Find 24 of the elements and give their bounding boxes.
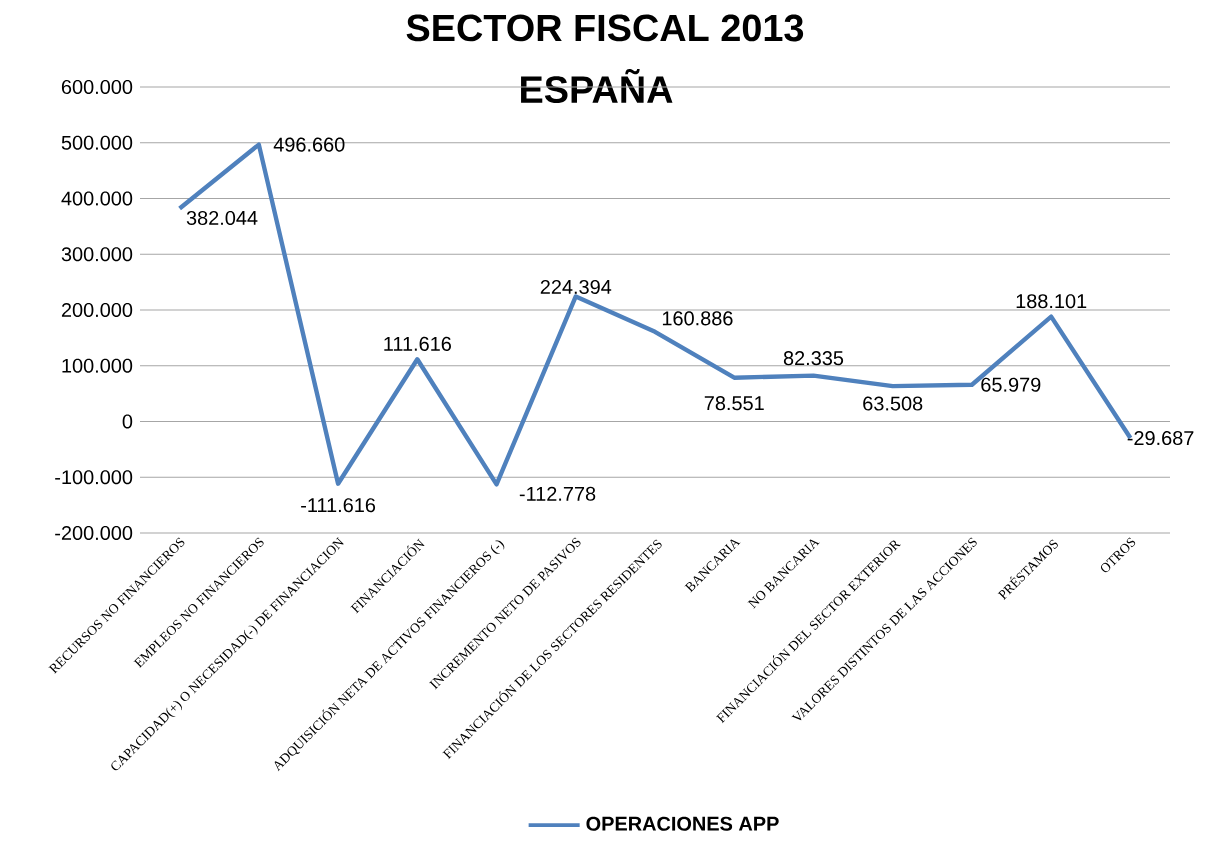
- y-tick-label: 400.000: [61, 191, 133, 206]
- chart-subtitle: ESPAÑA: [521, 68, 673, 104]
- data-label: 496.660: [273, 137, 345, 152]
- y-tick-label: 600.000: [61, 79, 133, 95]
- legend-label: OPERACIONES APP: [586, 816, 779, 831]
- y-tick-label: -100.000: [55, 470, 133, 485]
- y-tick-label: 300.000: [61, 247, 133, 262]
- data-label: 78.551: [704, 396, 764, 411]
- data-label: 65.979: [981, 377, 1041, 392]
- y-tick-label: 200.000: [61, 302, 133, 318]
- data-label: 160.886: [662, 311, 733, 326]
- data-label: 63.508: [863, 396, 923, 411]
- data-label: -111.616: [301, 498, 376, 513]
- data-label: 224.394: [540, 279, 612, 295]
- y-tick-label: 500.000: [61, 135, 133, 150]
- y-tick-label: 0: [122, 414, 133, 429]
- y-tick-label: 100.000: [62, 358, 133, 373]
- data-label: 188.101: [1016, 294, 1087, 309]
- data-label: -29.687: [1127, 431, 1194, 446]
- chart-title: SECTOR FISCAL 2013: [406, 14, 804, 42]
- data-label: -112.778: [519, 486, 596, 501]
- data-label: 111.616: [384, 336, 451, 351]
- data-label: 82.335: [783, 351, 844, 366]
- data-label: 382.044: [186, 210, 258, 226]
